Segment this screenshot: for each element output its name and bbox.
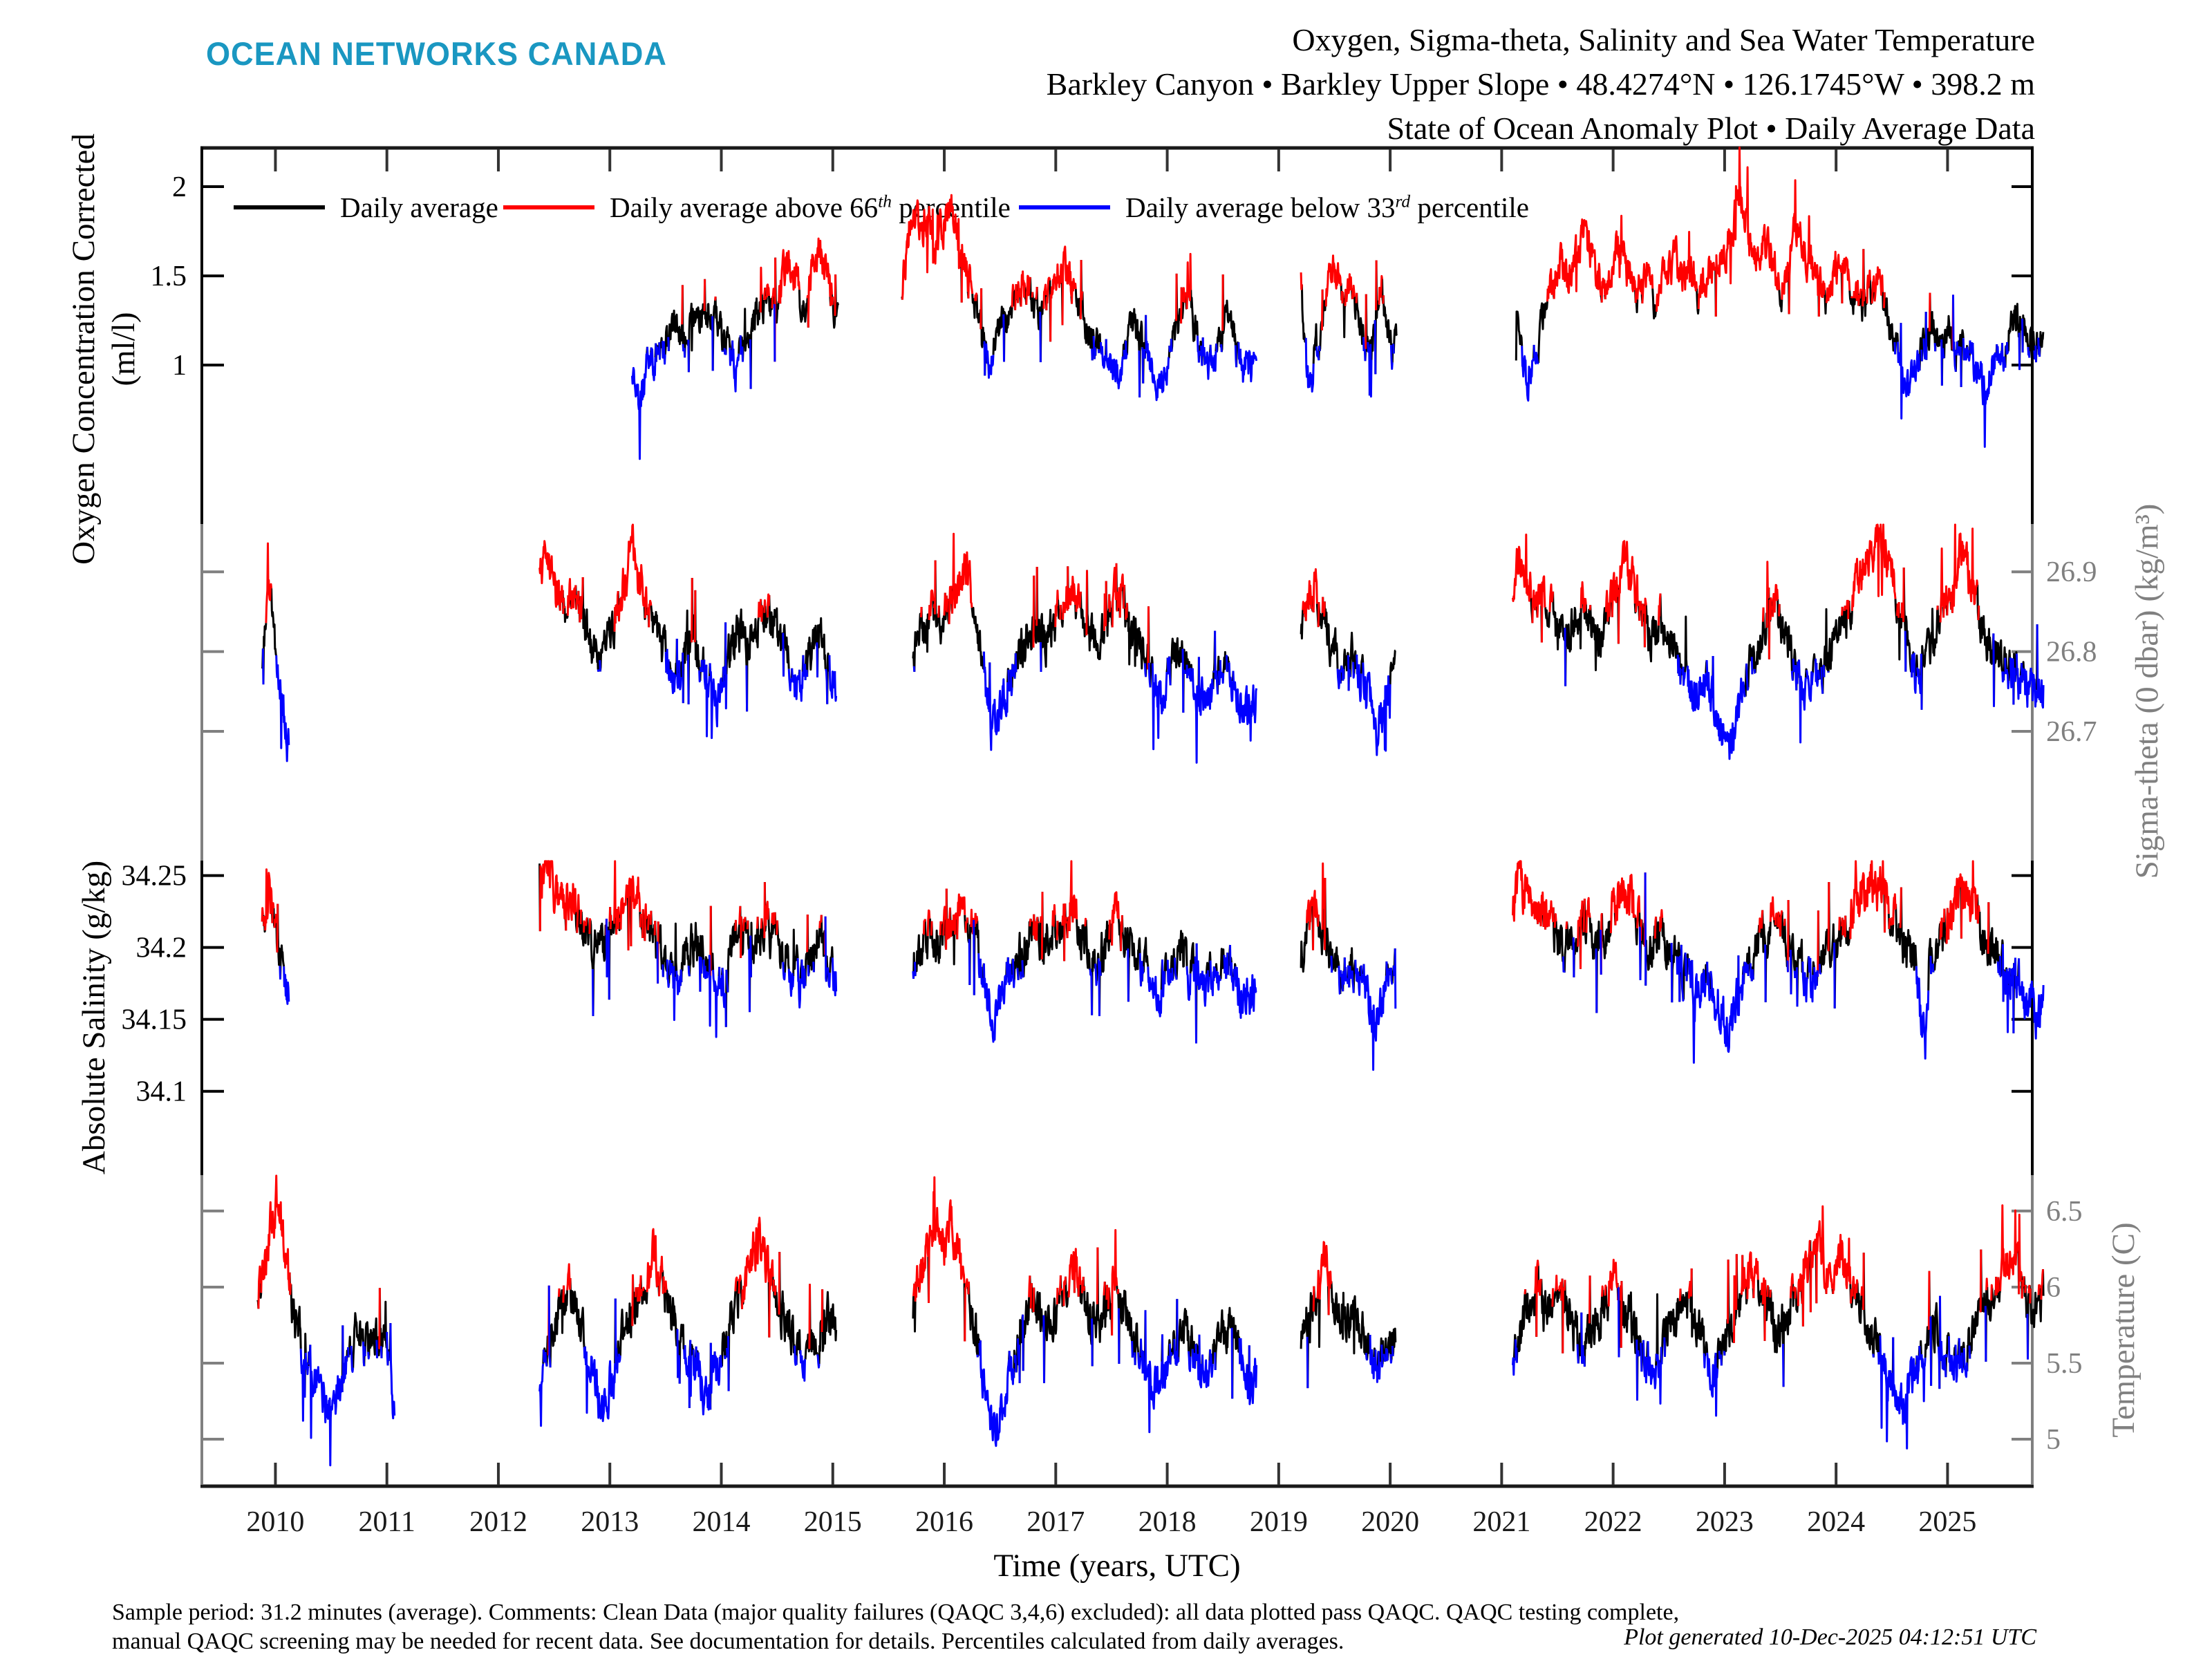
x-tick-label: 2022 bbox=[1584, 1506, 1642, 1538]
legend-label-daily-average: Daily average bbox=[340, 191, 498, 223]
x-tick-label: 2014 bbox=[693, 1506, 751, 1538]
y-tick-label-salinity: 34.15 bbox=[122, 1004, 187, 1036]
temperature-series-above bbox=[257, 1174, 2044, 1356]
x-tick-label: 2021 bbox=[1472, 1506, 1530, 1538]
oxygen-series-below bbox=[631, 294, 2041, 460]
y-tick-label-sigma-theta: 26.7 bbox=[2046, 716, 2097, 748]
y-tick-label-temperature: 5 bbox=[2046, 1424, 2061, 1456]
x-tick-label: 2020 bbox=[1361, 1506, 1419, 1538]
x-tick-label: 2011 bbox=[358, 1506, 415, 1538]
x-tick-label: 2016 bbox=[915, 1506, 973, 1538]
y-tick-label-temperature: 6.5 bbox=[2046, 1196, 2083, 1228]
sigma-theta-series-above bbox=[265, 523, 1980, 670]
sigma-theta-series-below bbox=[261, 622, 2045, 764]
x-tick-label: 2015 bbox=[804, 1506, 862, 1538]
x-tick-label: 2012 bbox=[469, 1506, 527, 1538]
salinity-series-above bbox=[261, 860, 1990, 984]
legend-item-daily-average: Daily average bbox=[234, 191, 498, 224]
x-tick-label: 2017 bbox=[1027, 1506, 1085, 1538]
legend-swatch-blue bbox=[1019, 205, 1110, 209]
salinity-series-daily bbox=[262, 863, 2021, 1044]
legend-swatch-red bbox=[503, 205, 594, 209]
x-tick-label: 2019 bbox=[1250, 1506, 1308, 1538]
sigma-theta-series-daily bbox=[261, 560, 2038, 713]
y-tick-label-sigma-theta: 26.8 bbox=[2046, 637, 2097, 668]
x-tick-label: 2023 bbox=[1696, 1506, 1754, 1538]
plot-generated-timestamp: Plot generated 10-Dec-2025 04:12:51 UTC bbox=[1624, 1624, 2036, 1650]
y-tick-label-temperature: 6 bbox=[2046, 1272, 2061, 1304]
plot-title-line3: State of Ocean Anomaly Plot • Daily Aver… bbox=[1387, 111, 2035, 146]
legend-item-above-66th: Daily average above 66th percentile bbox=[503, 191, 1011, 224]
y-tick-label-salinity: 34.2 bbox=[136, 932, 187, 964]
y-tick-label-temperature: 5.5 bbox=[2046, 1348, 2083, 1380]
x-tick-label: 2025 bbox=[1918, 1506, 1976, 1538]
legend-label-below-33rd: Daily average below 33rd percentile bbox=[1125, 191, 1530, 223]
plot-title-block: Oxygen, Sigma-theta, Salinity and Sea Wa… bbox=[1047, 18, 2035, 151]
temperature-series-below bbox=[299, 1285, 2029, 1467]
x-tick-label: 2024 bbox=[1807, 1506, 1865, 1538]
plot-title-line2: Barkley Canyon • Barkley Upper Slope • 4… bbox=[1046, 66, 2035, 102]
salinity-series-below bbox=[279, 872, 2045, 1071]
x-tick-label: 2013 bbox=[581, 1506, 639, 1538]
y-tick-label-oxygen: 1 bbox=[172, 350, 187, 382]
legend-item-below-33rd: Daily average below 33rd percentile bbox=[1019, 191, 1529, 224]
legend-swatch-black bbox=[234, 205, 325, 209]
time-axis-label: Time (years, UTC) bbox=[993, 1548, 1241, 1584]
y-tick-label-salinity: 34.1 bbox=[136, 1076, 187, 1108]
x-tick-label: 2018 bbox=[1138, 1506, 1197, 1538]
y-tick-label-oxygen: 2 bbox=[172, 171, 187, 203]
plot-title-line1: Oxygen, Sigma-theta, Salinity and Sea Wa… bbox=[1292, 22, 2035, 57]
onc-logo: OCEAN NETWORKS CANADA bbox=[206, 35, 667, 72]
legend-label-above-66th: Daily average above 66th percentile bbox=[610, 191, 1011, 223]
oxygen-series-above bbox=[681, 147, 1954, 362]
y-tick-label-salinity: 34.25 bbox=[122, 861, 187, 892]
y-tick-label-oxygen: 1.5 bbox=[151, 261, 187, 292]
qaqc-comments: Sample period: 31.2 minutes (average). C… bbox=[112, 1600, 1680, 1654]
x-tick-label: 2010 bbox=[246, 1506, 304, 1538]
y-tick-label-sigma-theta: 26.9 bbox=[2046, 556, 2097, 588]
